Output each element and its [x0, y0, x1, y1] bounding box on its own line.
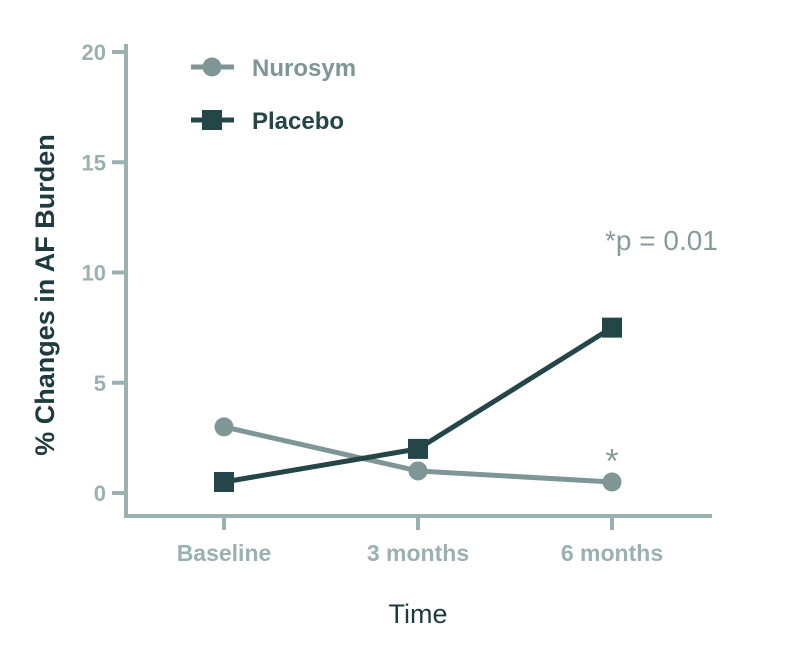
x-axis-title: Time: [389, 599, 448, 629]
y-tick-label: 20: [82, 40, 106, 65]
point-placebo: [408, 438, 428, 459]
legend-label-nurosym: Nurosym: [252, 55, 356, 82]
y-tick-label: 15: [82, 150, 106, 175]
legend: Nurosym Placebo: [191, 55, 356, 135]
p-value-annotation: *p = 0.01: [605, 225, 718, 256]
point-nurosym: [408, 461, 428, 481]
significance-star: *: [605, 442, 618, 480]
point-placebo: [214, 471, 234, 492]
legend-label-placebo: Placebo: [252, 108, 344, 135]
point-nurosym: [214, 417, 234, 437]
legend-marker-placebo: [202, 110, 222, 130]
y-tick-label: 5: [94, 371, 106, 396]
point-placebo: [602, 317, 622, 338]
legend-marker-nurosym: [202, 57, 222, 77]
x-tick-label: Baseline: [177, 540, 272, 566]
series: [214, 317, 622, 492]
x-ticks: Baseline 3 months 6 months: [177, 516, 663, 566]
x-tick-label: 3 months: [367, 540, 469, 566]
point-nurosym: [602, 472, 622, 492]
y-ticks: 0 5 10 15 20: [82, 40, 126, 506]
x-tick-label: 6 months: [561, 540, 663, 566]
y-axis-title: % Changes in AF Burden: [30, 134, 60, 456]
y-tick-label: 0: [94, 481, 106, 506]
y-tick-label: 10: [82, 261, 106, 286]
